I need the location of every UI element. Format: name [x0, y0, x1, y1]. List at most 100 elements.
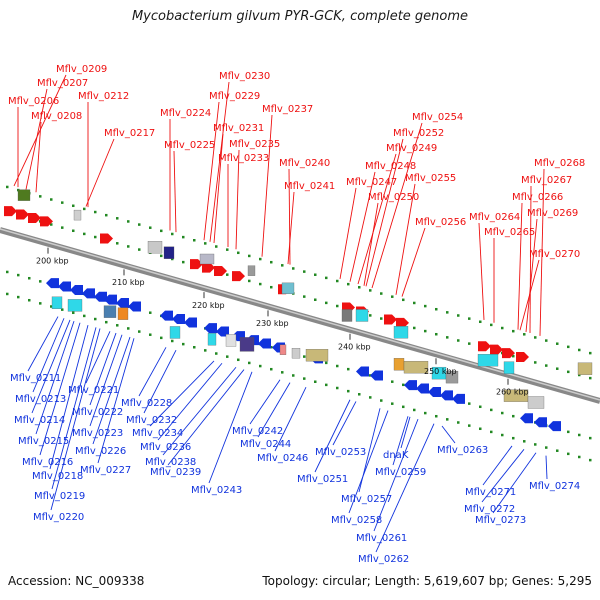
forward-leader-line [339, 187, 357, 279]
forward-gene-label: Mflv_0230 [219, 71, 270, 82]
forward-gene-arrow [502, 348, 515, 359]
reverse-inner-dots [149, 311, 152, 314]
reverse-leader-line [32, 318, 65, 393]
reverse-outer-dots [28, 298, 31, 302]
forward-gene-label: Mflv_0217 [104, 128, 155, 139]
forward-outer-dots [237, 251, 240, 255]
forward-inner-dots [303, 295, 306, 298]
forward-leader-line [209, 81, 230, 242]
forward-gene-label: Mflv_0267 [521, 175, 572, 186]
reverse-outer-dots [501, 433, 504, 437]
forward-gene-label: Mflv_0229 [209, 91, 260, 102]
scale-tick-label: 210 kbp [112, 278, 145, 287]
forward-inner-dots [127, 245, 130, 248]
forward-outer-dots [39, 195, 42, 198]
forward-outer-dots [358, 286, 361, 289]
forward-outer-dots [479, 320, 482, 324]
reverse-leader-line [85, 331, 111, 384]
reverse-outer-dots [402, 405, 405, 409]
forward-outer-dots [501, 326, 504, 330]
forward-outer-dots [72, 204, 75, 208]
forward-outer-dots [204, 242, 207, 245]
reverse-outer-dots [50, 305, 53, 308]
scale-tick-label: 220 kbp [192, 301, 225, 310]
reverse-gene-label: Mflv_0214 [14, 415, 65, 426]
reverse-gene-arrow [216, 326, 229, 337]
reverse-outer-dots [94, 317, 97, 321]
reverse-leader-line [31, 319, 71, 414]
reverse-inner-dots [325, 361, 328, 365]
forward-leader-line [401, 227, 426, 297]
reverse-inner-dots [17, 273, 20, 277]
reverse-outer-dots [303, 377, 306, 380]
reverse-leader-line [274, 387, 307, 452]
reverse-gene-arrow [452, 393, 465, 404]
reverse-leader-line [332, 401, 357, 446]
forward-inner-dots [248, 279, 251, 283]
reverse-outer-dots [314, 380, 317, 383]
reverse-outer-dots [127, 327, 130, 330]
forward-outer-dots [105, 213, 108, 217]
forward-gene-label: Mflv_0240 [279, 158, 330, 169]
reverse-gene-label: Mflv_0253 [315, 447, 366, 458]
gene-block [393, 326, 409, 339]
forward-inner-dots [182, 260, 185, 264]
forward-outer-dots [457, 314, 460, 317]
forward-gene-arrow [190, 259, 203, 270]
forward-inner-dots [270, 285, 273, 289]
reverse-outer-dots [6, 292, 9, 296]
forward-outer-dots [391, 295, 394, 298]
reverse-outer-dots [534, 443, 537, 446]
forward-gene-label: Mflv_0212 [78, 91, 129, 102]
forward-inner-dots [314, 298, 317, 301]
forward-gene-label: Mflv_0268 [534, 158, 585, 169]
gene-block [199, 253, 215, 265]
reverse-gene-arrow [204, 323, 217, 334]
forward-leader-line [173, 150, 177, 233]
reverse-gene-label: Mflv_0271 [465, 487, 516, 498]
forward-leader-line [525, 218, 538, 332]
forward-gene-arrow [202, 262, 215, 273]
forward-outer-dots [94, 210, 97, 214]
forward-gene-label: Mflv_0235 [229, 139, 280, 150]
reverse-leader-line [143, 349, 177, 414]
reverse-outer-dots [39, 302, 42, 305]
forward-leader-line [349, 171, 376, 282]
reverse-gene-arrow [548, 421, 561, 432]
reverse-gene-label: Mflv_0239 [150, 467, 201, 478]
reverse-inner-dots [6, 270, 9, 274]
forward-leader-line [357, 153, 397, 285]
reverse-outer-dots [292, 374, 295, 377]
forward-outer-dots [259, 257, 262, 261]
forward-gene-label: Mflv_0270 [529, 249, 580, 260]
gene-block [355, 309, 369, 322]
forward-outer-dots [336, 279, 339, 283]
gene-block [393, 358, 405, 371]
forward-gene-arrow [214, 265, 227, 276]
reverse-outer-dots [171, 339, 174, 343]
reverse-outer-dots [523, 440, 526, 443]
forward-leader-line [371, 122, 423, 289]
reverse-outer-dots [204, 349, 207, 352]
reverse-leader-line [482, 445, 513, 486]
reverse-leader-line [167, 369, 245, 466]
reverse-gene-label: Mflv_0263 [437, 445, 488, 456]
reverse-gene-arrow [534, 417, 547, 428]
forward-outer-dots [292, 267, 295, 270]
reverse-outer-dots [589, 458, 592, 462]
gene-block [51, 296, 63, 309]
forward-leader-line [213, 133, 224, 244]
reverse-gene-label: Mflv_0244 [240, 439, 291, 450]
reverse-leader-line [373, 418, 419, 532]
forward-inner-dots [545, 364, 548, 367]
reverse-gene-arrow [440, 390, 453, 401]
reverse-outer-dots [270, 367, 273, 371]
forward-outer-dots [545, 339, 548, 342]
forward-inner-dots [413, 326, 416, 330]
reverse-gene-arrow [94, 291, 107, 302]
gene-block [291, 348, 301, 359]
forward-gene-label: Mflv_0225 [164, 140, 215, 151]
forward-inner-dots [468, 342, 471, 345]
reverse-gene-label: Mflv_0222 [72, 407, 123, 418]
reverse-gene-label: Mflv_0236 [140, 442, 191, 453]
